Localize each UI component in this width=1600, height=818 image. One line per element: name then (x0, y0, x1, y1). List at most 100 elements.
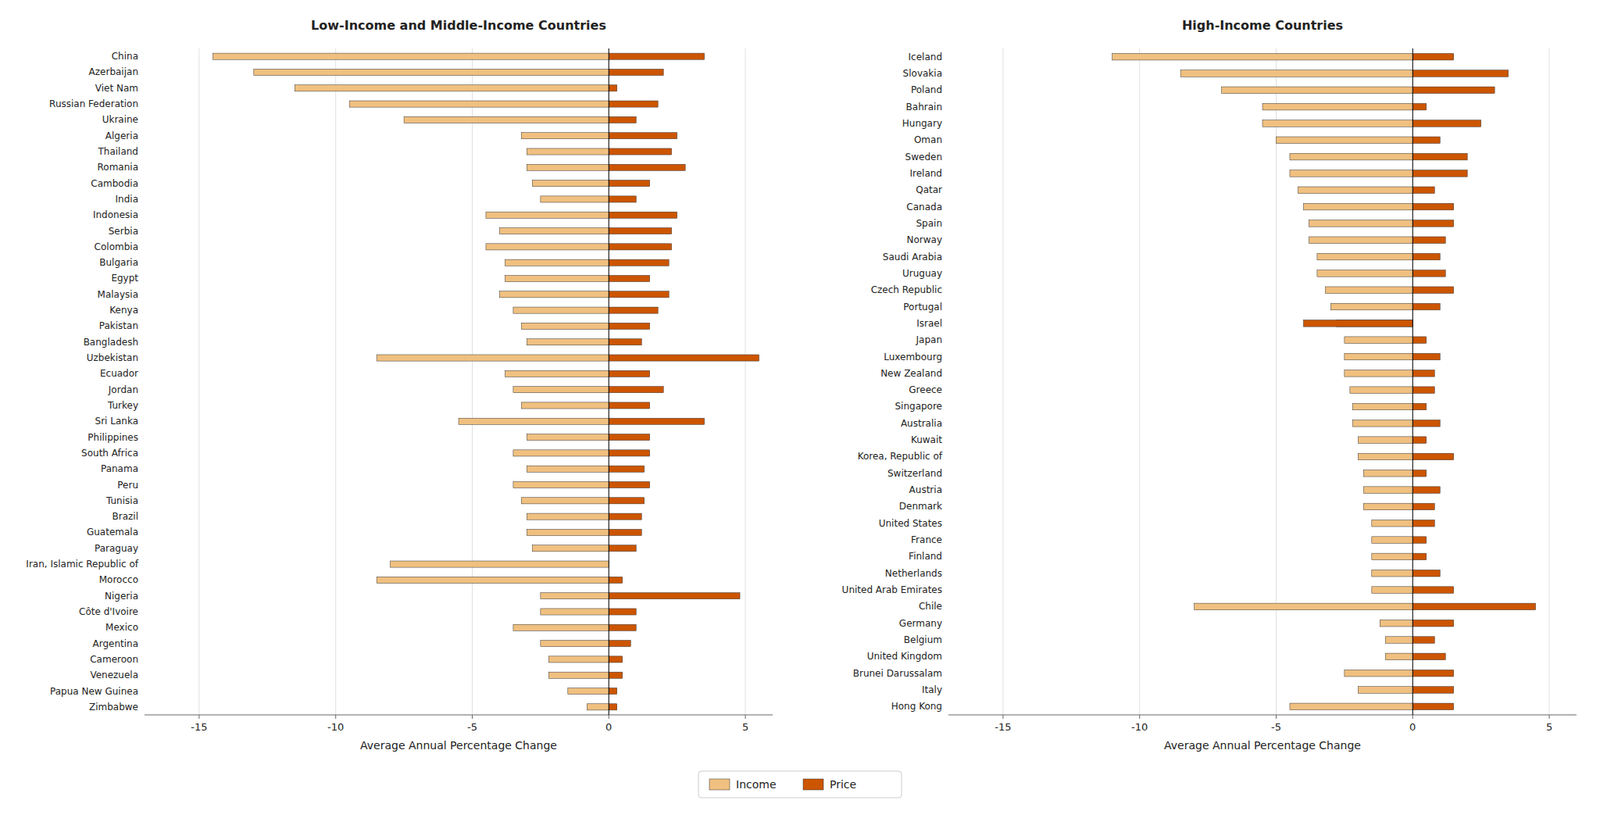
bar-income (548, 671, 609, 679)
grid-line (608, 48, 610, 715)
bar-price (608, 100, 658, 108)
category-label: Ecuador (100, 367, 139, 379)
bar-price (1412, 386, 1435, 394)
tick-label: 5 (742, 721, 749, 733)
category-label: Guatemala (86, 526, 139, 538)
bar-income (586, 703, 609, 711)
category-label: China (111, 50, 139, 62)
bar-income (1344, 669, 1413, 677)
tick-label: 0 (605, 721, 612, 733)
bar-price (608, 513, 642, 520)
category-label: United Arab Emirates (842, 584, 943, 596)
category-label: Spain (915, 217, 943, 229)
category-label: United States (878, 517, 943, 529)
category-label: Israel (916, 317, 943, 329)
category-label: India (115, 193, 139, 205)
bar-income (294, 85, 609, 92)
bar-price (1412, 203, 1454, 211)
grid-line (335, 48, 336, 715)
category-label: Chile (918, 600, 943, 612)
bar-income (540, 608, 609, 615)
bar-price (1412, 619, 1454, 627)
bar-income (526, 528, 609, 536)
legend-swatch (803, 778, 824, 790)
bar-price (608, 339, 642, 346)
category-label: Jordan (107, 384, 139, 396)
bar-income (521, 322, 609, 329)
category-label: Norway (906, 234, 943, 246)
bar-income (1371, 536, 1413, 544)
bar-price (1412, 370, 1435, 378)
bar-income (504, 370, 609, 377)
bar-income (526, 434, 609, 441)
category-label: Uzbekistan (86, 352, 139, 364)
bar-price (608, 608, 636, 615)
category-label: Zimbabwe (89, 701, 139, 713)
category-label: Finland (908, 550, 943, 562)
grid-line (1549, 48, 1550, 715)
legend-frame (698, 771, 902, 798)
bar-price (1412, 503, 1435, 511)
category-label: Bahrain (906, 101, 943, 113)
category-label: Brazil (112, 510, 140, 522)
bar-price (1412, 253, 1440, 261)
category-label: Germany (899, 617, 943, 629)
bar-price (608, 671, 622, 679)
category-label: Poland (910, 84, 943, 96)
category-label: Oman (914, 134, 943, 146)
bar-income (526, 164, 609, 171)
category-label: Romania (97, 161, 139, 173)
bar-income (1262, 120, 1413, 128)
tick-mark (608, 714, 610, 719)
bar-price (1412, 70, 1508, 78)
bar-price (608, 354, 759, 361)
bar-income (1363, 470, 1413, 478)
bar-income (1330, 303, 1413, 311)
category-label: Slovakia (903, 67, 943, 79)
bar-price (608, 624, 636, 631)
category-label: Saudi Arabia (882, 251, 943, 263)
category-label: Malaysia (97, 289, 139, 300)
zero-line (1412, 48, 1414, 715)
grid-line (1139, 48, 1140, 715)
bar-income (1297, 186, 1413, 194)
bar-income (532, 545, 609, 552)
bar-price (1412, 486, 1440, 494)
category-label: Cambodia (90, 178, 139, 190)
bar-income (1385, 636, 1413, 644)
category-label: Austria (909, 484, 943, 496)
bar-income (513, 624, 609, 631)
tick-mark (335, 714, 336, 719)
category-label: Bulgaria (99, 257, 139, 268)
category-label: Denmark (899, 500, 943, 512)
bar-income (521, 497, 609, 504)
bar-price (608, 465, 644, 472)
category-label: Uruguay (902, 267, 943, 279)
panel-title: High-Income Countries (1182, 17, 1343, 33)
bar-price (1412, 120, 1481, 128)
grid-line (745, 48, 747, 715)
tick-label: -10 (1131, 721, 1148, 733)
tick-mark (1275, 714, 1277, 719)
bar-income (526, 148, 609, 155)
category-label: Morocco (99, 574, 139, 586)
bar-income (1262, 103, 1413, 111)
bar-income (485, 211, 609, 218)
grid-line (471, 48, 473, 715)
bar-income (1289, 703, 1413, 711)
bar-price (1412, 186, 1435, 194)
category-label: South Africa (81, 447, 139, 459)
bar-price (608, 322, 650, 329)
bar-income (1371, 586, 1413, 594)
bar-price (1412, 170, 1468, 178)
bar-price (608, 53, 704, 60)
grid-line (1412, 48, 1414, 715)
bar-price (608, 275, 650, 282)
bar-price (1412, 86, 1495, 94)
category-label: Tunisia (105, 495, 139, 507)
bar-price (1412, 303, 1440, 311)
bar-income (1344, 353, 1413, 361)
category-label: Argentina (92, 638, 139, 650)
bar-income (521, 402, 609, 409)
bar-income (1357, 436, 1413, 444)
